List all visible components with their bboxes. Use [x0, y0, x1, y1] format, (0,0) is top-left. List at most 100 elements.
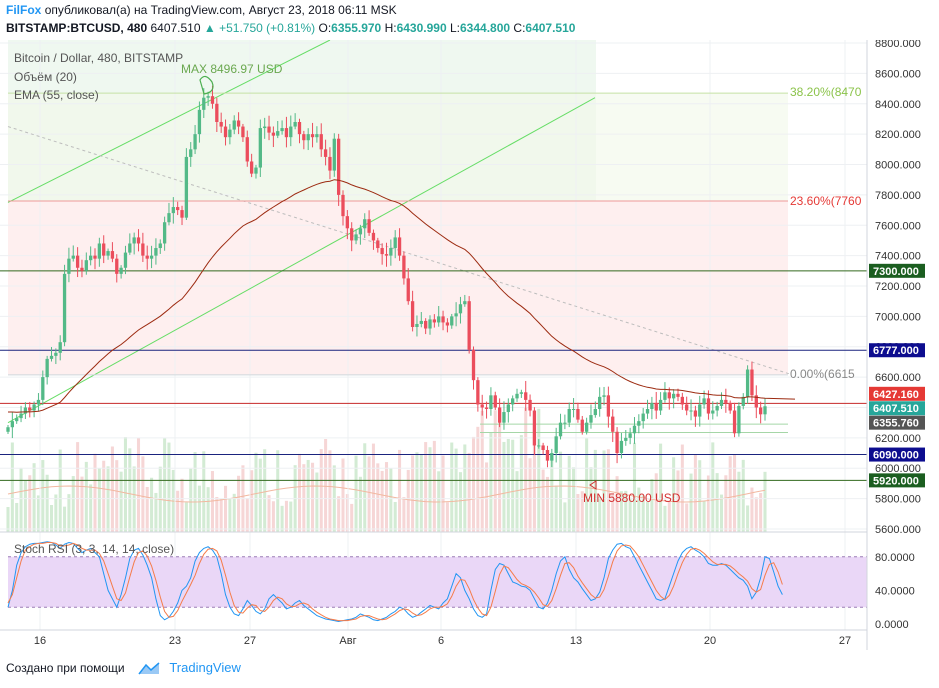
- stoch-d-line: [7, 542, 783, 622]
- candle: [580, 415, 584, 435]
- candle: [602, 386, 606, 406]
- candle-body: [632, 425, 637, 434]
- candle: [363, 213, 367, 239]
- volume-bar: [136, 438, 141, 532]
- tradingview-link[interactable]: TradingView: [169, 660, 241, 675]
- candle: [206, 91, 210, 106]
- candle-body: [228, 129, 232, 138]
- candle: [332, 133, 336, 177]
- candle: [123, 245, 128, 275]
- candle-body: [289, 126, 293, 138]
- volume-bar: [663, 505, 667, 532]
- stoch-tick-label: 40.0000: [875, 585, 915, 597]
- candle-body: [202, 97, 206, 110]
- volume-bar: [619, 491, 623, 532]
- candle-body: [19, 413, 23, 419]
- candle: [89, 246, 93, 266]
- volume-bar: [511, 439, 515, 532]
- volume-bar: [141, 456, 145, 532]
- volume-bar: [232, 493, 236, 532]
- ohlc-close: 6407.510: [525, 21, 576, 35]
- candle-body: [545, 450, 550, 461]
- candle-body: [41, 377, 45, 400]
- volume-bar: [389, 468, 393, 532]
- candle: [328, 147, 332, 180]
- candle: [511, 395, 515, 412]
- candle-body: [158, 243, 162, 249]
- candle: [515, 388, 519, 402]
- candle-body: [32, 404, 36, 411]
- candle: [550, 448, 554, 468]
- candle-body: [598, 396, 602, 409]
- price-chart[interactable]: 8800.000 8600.000 8400.000 8200.000 8000.000…: [0, 40, 939, 652]
- candle-body: [750, 369, 754, 396]
- candle-body: [554, 436, 558, 454]
- volume-bar: [250, 470, 254, 532]
- candle: [289, 115, 293, 147]
- candle-body: [350, 228, 354, 241]
- candle: [236, 112, 241, 135]
- volume-bar: [628, 497, 632, 532]
- candle: [97, 237, 102, 267]
- price-label-box: [869, 473, 925, 488]
- volume-bar: [741, 459, 745, 532]
- candle: [102, 235, 106, 264]
- x-tick-label: 20: [704, 635, 716, 647]
- volume-bar: [563, 502, 567, 532]
- price-label-box: [869, 415, 925, 430]
- candle: [249, 153, 254, 178]
- volume-bar: [228, 498, 232, 532]
- candle-body: [345, 216, 349, 229]
- candle-body: [293, 122, 297, 127]
- candle: [745, 365, 750, 404]
- candle: [128, 233, 132, 255]
- candle: [397, 228, 402, 261]
- candle-body: [571, 409, 576, 410]
- candle: [671, 389, 676, 409]
- author-name[interactable]: FilFox: [6, 3, 42, 17]
- volume-bar: [659, 443, 663, 532]
- volume-bar: [458, 472, 462, 532]
- price-label: 5920.000: [873, 475, 919, 487]
- candle-body: [354, 234, 358, 241]
- volume-bar: [524, 407, 528, 532]
- candle-body: [380, 248, 384, 255]
- candle-body: [271, 132, 276, 136]
- volume-bar: [602, 450, 606, 532]
- y-tick-label: 8800.000: [875, 40, 921, 50]
- candle: [463, 294, 467, 307]
- fib-zone-upper: [8, 93, 788, 201]
- volume-bar: [32, 463, 36, 532]
- y-tick-label: 6200.000: [875, 433, 921, 445]
- candle: [663, 382, 667, 403]
- candle-body: [210, 96, 215, 104]
- candle-body: [176, 207, 180, 211]
- candle-body: [84, 260, 88, 271]
- candle: [28, 401, 32, 418]
- candle-body: [528, 399, 532, 411]
- candle-body: [136, 237, 141, 244]
- candle-body: [606, 395, 611, 417]
- volume-bar: [572, 467, 576, 532]
- candle: [645, 399, 650, 419]
- y-tick-label: 7000.000: [875, 311, 921, 323]
- candle-body: [315, 134, 319, 138]
- candle: [350, 222, 354, 252]
- volume-bar: [267, 495, 271, 532]
- candle: [641, 407, 645, 429]
- candle: [189, 142, 193, 167]
- ohlc-open: 6355.970: [331, 21, 382, 35]
- stoch-band: [8, 556, 867, 608]
- volume-bar: [624, 490, 628, 532]
- stoch-tick-label: 80.0000: [875, 552, 915, 564]
- candle: [502, 401, 506, 430]
- volume-bar: [654, 473, 658, 532]
- stoch-k-line: [7, 541, 783, 623]
- volume-bar: [593, 449, 597, 532]
- candle: [371, 229, 376, 250]
- volume-bar: [280, 505, 284, 532]
- candle: [215, 97, 219, 132]
- candle: [624, 429, 628, 446]
- candle: [393, 230, 397, 259]
- x-tick-label: 23: [169, 635, 181, 647]
